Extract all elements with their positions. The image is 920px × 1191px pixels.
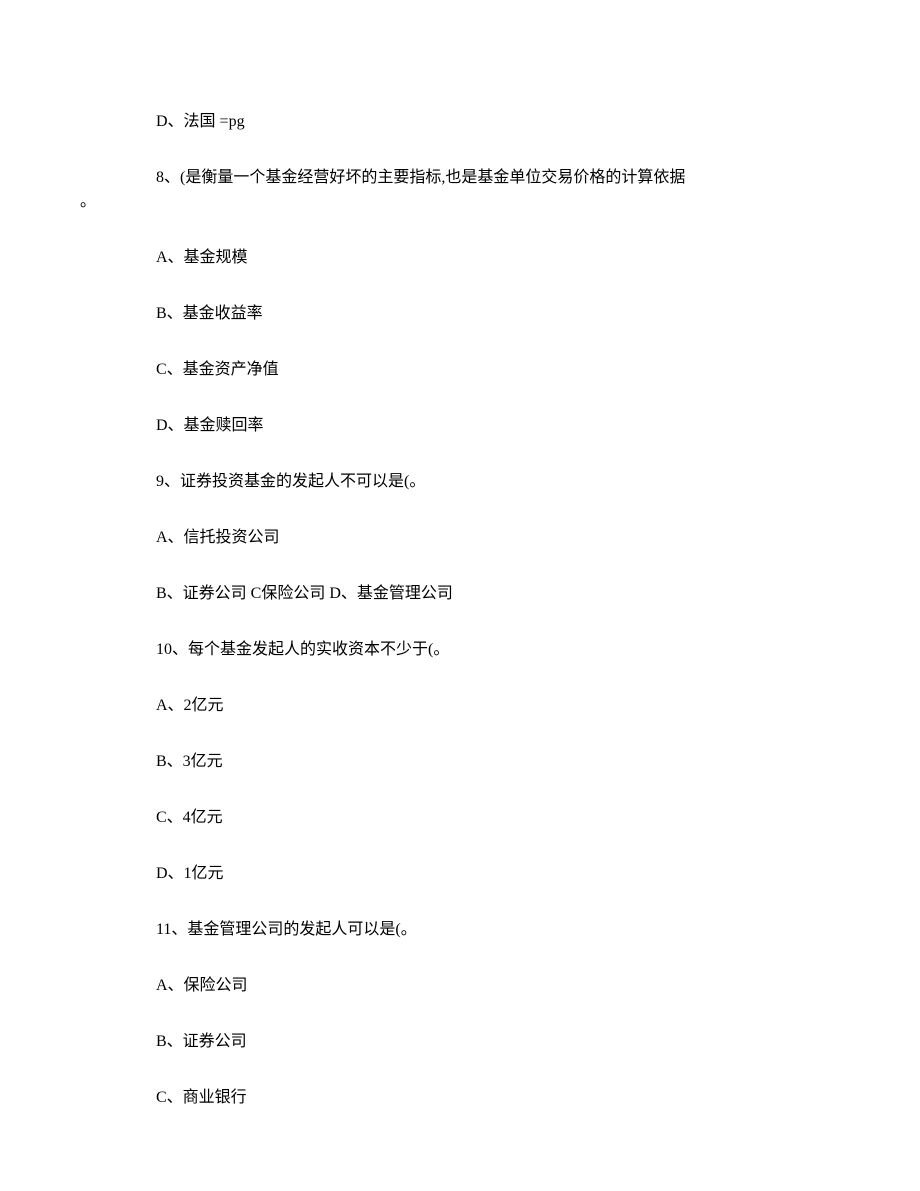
question-continuation: 。 [80,193,96,210]
option-text: C、4亿元 [156,806,840,830]
option-text: C、基金资产净值 [156,358,840,382]
option-text: C、商业银行 [156,1086,840,1110]
question-text: 9、证券投资基金的发起人不可以是(。 [156,470,840,494]
question-text: 11、基金管理公司的发起人可以是(。 [156,918,840,942]
option-text: A、信托投资公司 [156,526,840,550]
option-text: A、保险公司 [156,974,840,998]
option-text: D、1亿元 [156,862,840,886]
option-text: D、基金赎回率 [156,414,840,438]
option-text: B、证券公司 [156,1030,840,1054]
question-text: 10、每个基金发起人的实收资本不少于(。 [156,638,840,662]
option-text: B、3亿元 [156,750,840,774]
option-text: A、2亿元 [156,694,840,718]
option-text: D、法国 =pg [156,110,840,134]
option-text: B、基金收益率 [156,302,840,326]
question-line: 8、(是衡量一个基金经营好坏的主要指标,也是基金单位交易价格的计算依据 [80,166,840,190]
option-text: B、证券公司 C保险公司 D、基金管理公司 [156,582,840,606]
option-text: A、基金规模 [156,246,840,270]
question-text: 8、(是衡量一个基金经营好坏的主要指标,也是基金单位交易价格的计算依据 。 [80,166,840,214]
